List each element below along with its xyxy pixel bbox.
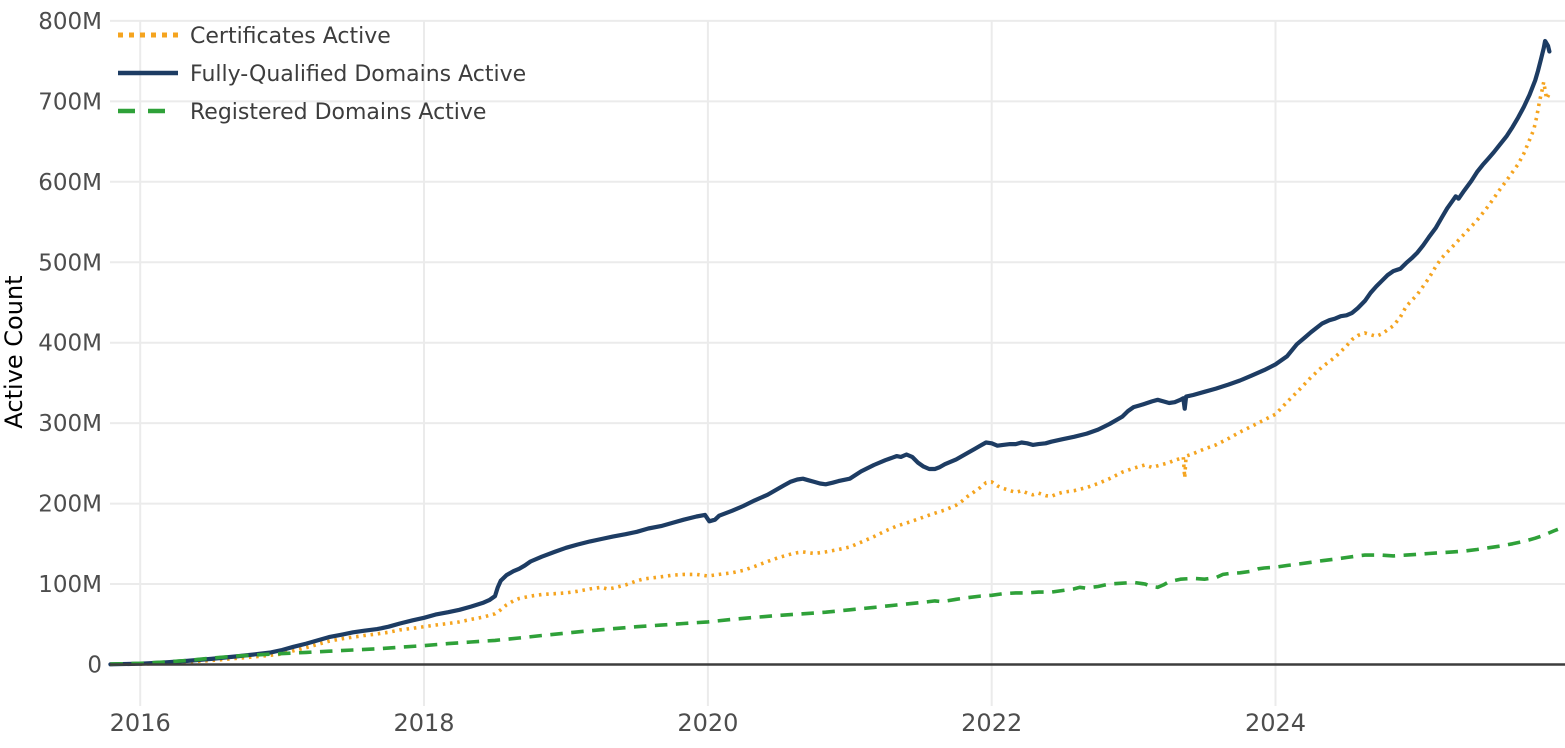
legend-item-fully-qualified-domains-active: Fully-Qualified Domains Active [118,62,526,87]
x-tick-label: 2020 [677,709,738,737]
legend-label-registered-domains-active: Registered Domains Active [190,100,486,125]
y-tick-label: 0 [87,653,102,679]
series-line-registered-domains-active [110,527,1559,666]
legend-label-certificates-active: Certificates Active [190,24,391,49]
series-line-certificates-active [110,80,1552,667]
y-axis-title: Active Count [0,275,28,428]
legend-label-fully-qualified-domains-active: Fully-Qualified Domains Active [190,62,526,87]
y-tick-label: 600M [38,170,102,196]
y-tick-label: 800M [38,9,102,35]
x-tick-label: 2024 [1245,709,1306,737]
x-tick-label: 2016 [110,709,171,737]
y-tick-label: 700M [38,89,102,115]
series-lines [108,38,1559,667]
x-tick-label: 2022 [961,709,1022,737]
y-tick-label: 500M [38,250,102,276]
x-tick-label: 2018 [393,709,454,737]
y-tick-label: 300M [38,411,102,437]
legend: Certificates Active Fully-Qualified Doma… [118,24,526,125]
tick-labels: 2016 2018 2020 2022 2024 0 100M 200M 300M 400M 500… [38,9,1306,737]
series-line-fully-qualified-domains-active [108,38,1552,667]
y-tick-label: 400M [38,331,102,357]
y-tick-label: 100M [38,572,102,598]
y-tick-label: 200M [38,492,102,518]
legend-item-certificates-active: Certificates Active [118,24,391,49]
legend-item-registered-domains-active: Registered Domains Active [118,100,486,125]
